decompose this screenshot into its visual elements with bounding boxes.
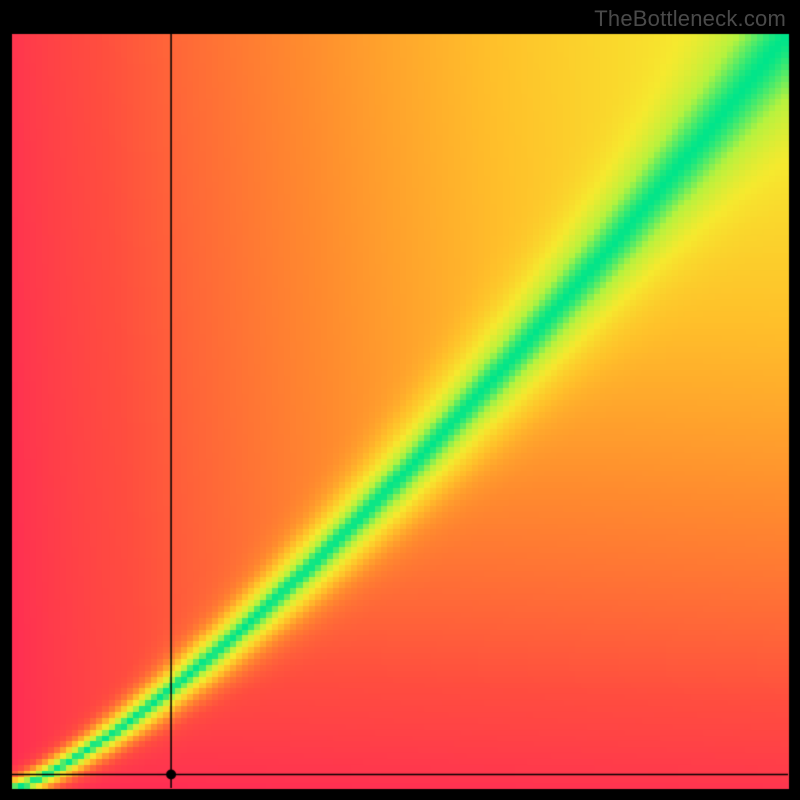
heatmap-canvas [0, 0, 800, 800]
watermark-text: TheBottleneck.com [594, 6, 786, 32]
chart-container: TheBottleneck.com [0, 0, 800, 800]
